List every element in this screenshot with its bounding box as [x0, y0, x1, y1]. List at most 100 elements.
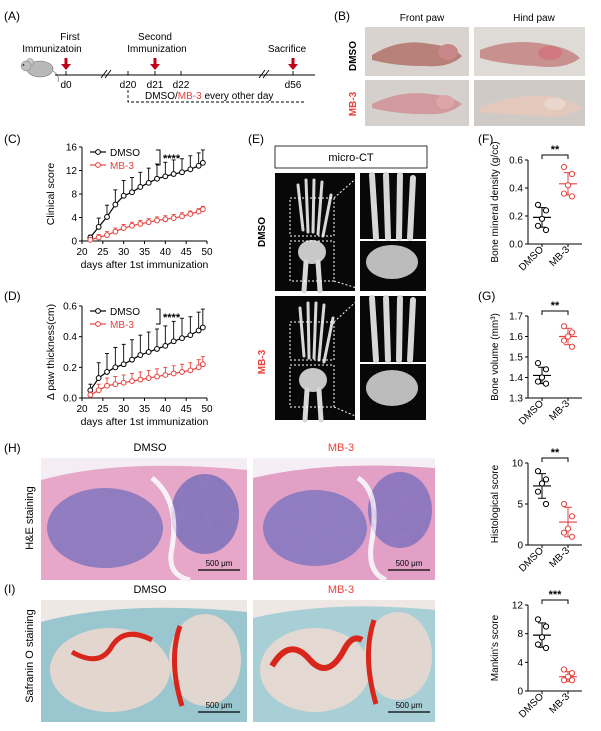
timeline-panel: d0 d20 d21 d22 d56 First Immunizatoin Sec…: [20, 32, 315, 103]
he-image-dmso: 500 μm: [41, 458, 247, 583]
legend-label: DMSO: [110, 148, 140, 159]
day-label-d21: d21: [147, 80, 164, 91]
data-point: [568, 170, 576, 178]
legend-label: MB-3: [110, 320, 134, 331]
data-point: [534, 378, 542, 385]
y-axis-label: Clinical score: [45, 163, 57, 226]
x-tick-label: 50: [201, 404, 213, 415]
data-point: [534, 641, 542, 648]
x-tick-label: 35: [139, 404, 151, 415]
data-point: [568, 513, 576, 520]
data-point: [104, 382, 110, 389]
data-point: [560, 337, 568, 344]
data-point: [534, 360, 542, 367]
data-point: [129, 378, 135, 385]
panel-label-e: (E): [248, 132, 264, 146]
data-point: [120, 225, 127, 231]
significance-marker: ****: [163, 312, 181, 324]
x-tick-label: 40: [160, 404, 172, 415]
scale-bar-safranin-dmso: 500 μm: [206, 701, 233, 710]
data-point: [560, 163, 568, 171]
treatment-bracket: [127, 90, 305, 103]
scale-bar-safranin-mb3: 500 μm: [396, 701, 423, 710]
data-point: [560, 500, 568, 508]
data-point: [195, 162, 202, 169]
data-point: [137, 376, 144, 383]
data-point: [170, 215, 177, 221]
x-tick-label: 25: [97, 404, 109, 415]
data-point: [137, 352, 144, 358]
legend-marker: [95, 149, 101, 155]
x-tick-label: 20: [76, 247, 88, 258]
day-label-d0: d0: [60, 80, 72, 91]
y-tick-label: 0: [517, 541, 523, 552]
y-tick-label: 0.2: [63, 363, 77, 374]
data-point: [162, 342, 169, 349]
data-point: [538, 634, 546, 641]
event-first-immunization: First Immunizatoin: [22, 32, 81, 55]
data-point: [534, 488, 542, 495]
panel-label-a: (A): [4, 9, 20, 23]
data-point: [179, 335, 185, 342]
data-point: [112, 381, 119, 388]
data-point: [534, 222, 542, 229]
y-tick-label: 12: [512, 601, 524, 612]
data-point: [154, 373, 160, 380]
panel-label-d: (D): [4, 289, 21, 303]
data-point: [87, 236, 94, 243]
data-point: [568, 677, 576, 684]
day-label-d56: d56: [285, 80, 302, 91]
y-tick-label: 0.0: [509, 240, 523, 251]
data-point: [560, 529, 568, 536]
significance-bracket: [156, 308, 161, 325]
y-tick-label: 1.7: [509, 312, 523, 323]
y-axis-label: Δ paw thickness(cm): [45, 304, 57, 400]
y-tick-label: 16: [66, 143, 78, 154]
paw-photo-panel: Front paw Hind paw DMSO MB-3: [348, 13, 585, 126]
data-point: [195, 327, 202, 334]
y-axis-label: Bone mineral density (g/cc): [490, 141, 501, 262]
data-point: [542, 644, 550, 652]
he-side-label: H&E staining: [24, 486, 36, 550]
data-point: [195, 208, 202, 215]
data-point: [199, 361, 206, 368]
significance-marker: **: [551, 144, 560, 156]
paw-photo: [365, 27, 469, 76]
significance-bracket: [541, 599, 569, 604]
data-point: [534, 468, 542, 475]
safranin-side-label: Safranin O staining: [24, 609, 36, 703]
y-tick-label: 12: [66, 166, 78, 177]
data-point: [162, 216, 169, 223]
data-point: [187, 332, 194, 339]
x-tick-label: 50: [201, 247, 213, 258]
significance-bracket: [541, 310, 569, 315]
data-point: [195, 364, 202, 371]
data-point: [87, 392, 94, 398]
panel-label-h: (H): [4, 441, 21, 455]
x-axis-label: days after 1st immunization: [81, 416, 209, 428]
y-tick-label: 1.5: [509, 353, 523, 364]
data-point: [154, 217, 160, 224]
data-point: [129, 222, 135, 229]
data-point: [95, 234, 102, 241]
significance-marker: ***: [549, 589, 563, 601]
data-point: [542, 207, 550, 214]
scale-bar-he-mb3: 500 μm: [396, 559, 423, 568]
y-tick-label: 0.4: [509, 184, 523, 195]
significance-bracket: [541, 154, 569, 159]
y-tick-label: 0.6: [509, 156, 523, 167]
y-tick-label: 0.4: [63, 332, 77, 343]
significance-marker: **: [551, 300, 560, 312]
he-col-dmso: DMSO: [134, 442, 167, 454]
data-point: [129, 189, 135, 196]
paw-row-mb3: MB-3: [348, 91, 359, 116]
x-tick-label: 45: [181, 247, 193, 258]
significance-marker: ****: [163, 153, 181, 165]
scale-bar-he-dmso: 500 μm: [206, 559, 233, 568]
data-point: [538, 480, 546, 487]
y-axis-label: Histological score: [490, 464, 501, 543]
